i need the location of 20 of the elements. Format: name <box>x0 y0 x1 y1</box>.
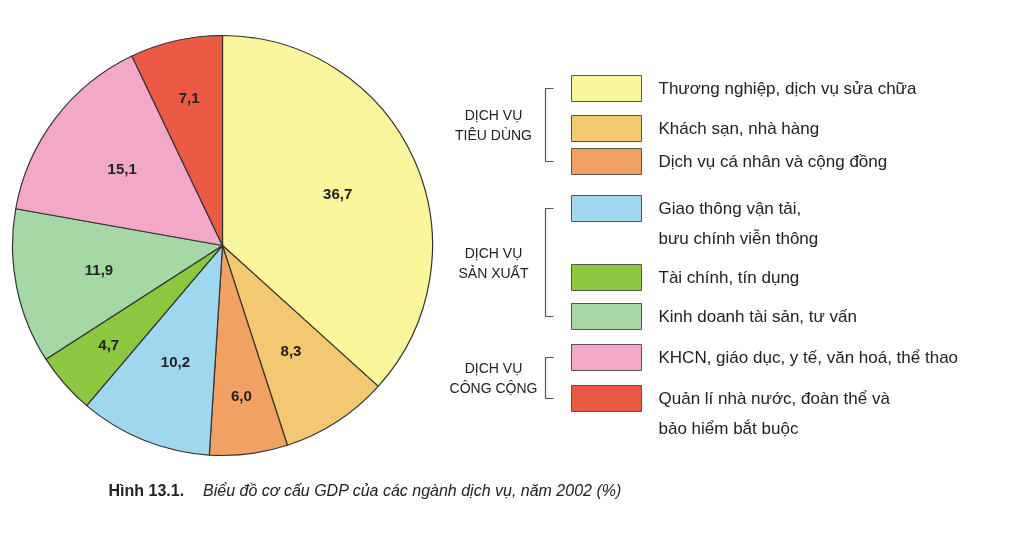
legend-label: Thương nghiệp, dịch vụ sửa chữa <box>658 79 917 98</box>
legend-label: Tài chính, tín dụng <box>658 268 800 287</box>
data-label: 15,1 <box>107 160 137 178</box>
text: DỊCH VỤ TIÊU DÙNG <box>455 107 532 143</box>
legend-label: Kinh doanh tài sản, tư vấn <box>658 307 858 326</box>
data-label: 4,7 <box>98 336 120 354</box>
data-label: 11,9 <box>84 261 114 279</box>
legend-label: Quản lí nhà nước, đoàn thể và bảo hiểm bắt buộc <box>658 389 891 438</box>
text: Hình 13.1. Biểu đồ cơ cấu GDP của các ngành dịch vụ, năm 2002 (%) <box>108 482 622 499</box>
text: DỊCH VỤ SẢN XUẤT <box>458 244 529 281</box>
data-label: 10,2 <box>160 353 190 371</box>
legend-label: Dịch vụ cá nhân và cộng đồng <box>658 152 888 171</box>
legend-label: Khách sạn, nhà hàng <box>658 119 820 138</box>
data-label: 36,7 <box>323 185 353 203</box>
data-label: 7,1 <box>178 89 200 107</box>
legend-label: KHCN, giáo dục, y tế, văn hoá, thể thao <box>658 348 959 367</box>
legend-label: Giao thông vận tải, bưu chính viễn thông <box>658 199 819 248</box>
text: DỊCH VỤ CÔNG CỘNG <box>449 360 538 396</box>
data-label: 8,3 <box>280 342 302 360</box>
data-label: 6,0 <box>231 386 252 404</box>
